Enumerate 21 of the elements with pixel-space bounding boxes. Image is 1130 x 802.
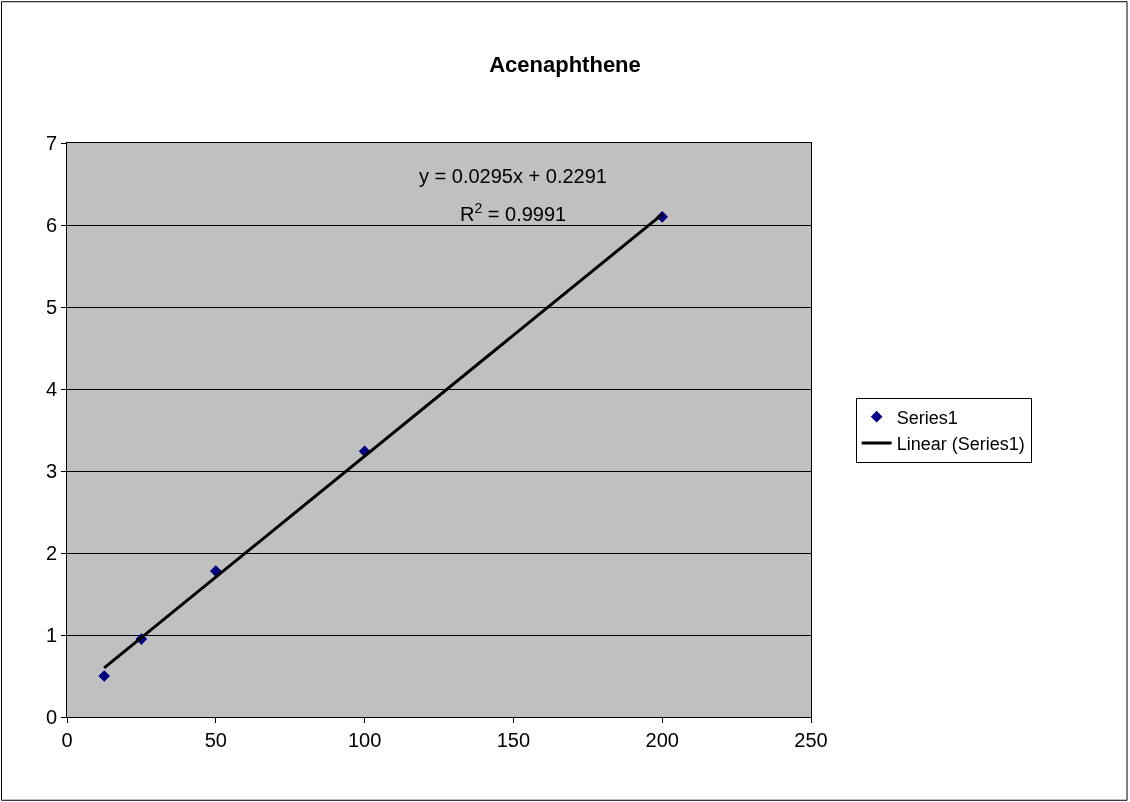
y-tick-label: 2 [45, 542, 57, 564]
chart-title: Acenaphthene [489, 51, 641, 77]
annotation: y = 0.0295x + 0.2291 [419, 165, 607, 187]
point [98, 670, 111, 682]
y-tick-label: 1 [45, 624, 57, 646]
y-tick-label: 4 [45, 378, 57, 400]
y-tick-label: 3 [45, 460, 57, 482]
x-tick-label: 250 [794, 729, 828, 751]
point [209, 565, 222, 577]
y-tick-label: 7 [45, 132, 57, 154]
y-tick-label: 5 [45, 296, 57, 318]
x-tick-label: 100 [347, 729, 382, 751]
x-tick-label: 50 [204, 729, 227, 751]
legend-label: Linear (Series1) [896, 434, 1025, 455]
x-tick-label: 150 [496, 729, 531, 751]
legend-label: Series1 [896, 407, 958, 428]
x-tick-label: 0 [61, 729, 73, 751]
x-tick-label: 200 [645, 729, 679, 751]
annotation: R$^{2}$ = 0.9991 [460, 200, 567, 226]
y-tick-label: 0 [45, 706, 57, 728]
y-tick-label: 6 [45, 214, 57, 236]
